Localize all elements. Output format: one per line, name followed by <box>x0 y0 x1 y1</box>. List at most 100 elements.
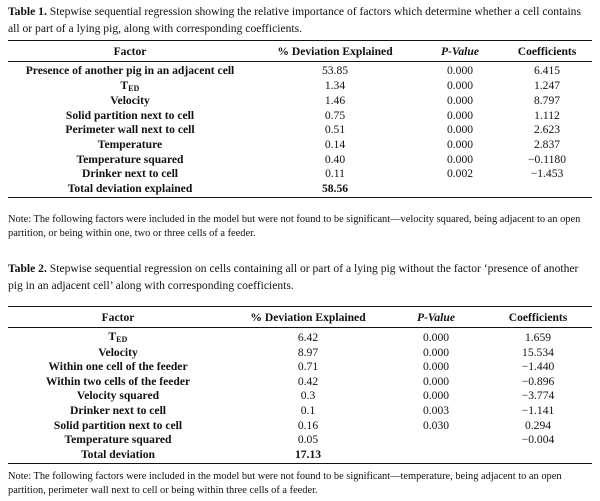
table2-note: Note: The following factors were include… <box>8 471 562 496</box>
table2-pvalue-cell: 0.003 <box>422 403 450 417</box>
table2-deviation-cell: 0.42 <box>297 374 319 388</box>
table1-deviation-cell: 1.46 <box>324 94 346 108</box>
table2-factor-text: T <box>108 330 117 343</box>
table2-row: Velocity 8.97 0.000 15.534 <box>8 346 592 361</box>
table2-row: TED 6.42 0.000 1.659 <box>8 328 592 346</box>
table1-caption-text: Stepwise sequential regression showing t… <box>8 5 581 35</box>
table1-total-empty <box>502 181 592 199</box>
table2-row: Solid partition next to cell 0.16 0.030 0.2… <box>8 419 592 434</box>
table2-pvalue-cell: 0.000 <box>422 345 450 359</box>
table2-header-coefficients: Coefficients <box>484 306 592 328</box>
table2-factor-cell: TED <box>8 328 228 346</box>
table2-caption: Table 2. Stepwise sequential regression … <box>8 260 592 294</box>
table1-factor-text: T <box>120 78 129 92</box>
table2-factor-cell: Within two cells of the feeder <box>8 375 228 390</box>
table1-deviation-cell: 0.75 <box>324 108 346 122</box>
table1-total-label: Total deviation explained <box>8 181 252 199</box>
table2-coefficient-cell: −3.774 <box>521 389 555 403</box>
table2-pvalue-cell: 0.000 <box>422 374 450 388</box>
table2-coefficient-cell: −1.440 <box>521 360 555 374</box>
table1-note: Note: The following factors were include… <box>8 214 581 239</box>
table2-pvalue-cell: 0.000 <box>422 360 450 374</box>
table2-pvalue-cell: 0.000 <box>422 389 450 403</box>
table2-factor-text: Velocity <box>98 345 138 359</box>
table1-factor-text: Drinker next to cell <box>81 167 179 181</box>
table1-coefficient-cell: −1.453 <box>530 167 564 181</box>
table1-pvalue-cell: 0.000 <box>446 94 474 108</box>
table2-coefficient-cell: −0.896 <box>521 374 555 388</box>
table1-deviation-cell: 0.51 <box>324 123 346 137</box>
table1-row: Temperature 0.14 0.000 2.837 <box>8 138 592 153</box>
table2-header-row: Factor % Deviation Explained P-Value Coe… <box>8 306 592 328</box>
table2-header-pvalue: P-Value <box>388 306 484 328</box>
table1-pvalue-cell: 0.002 <box>446 167 474 181</box>
table1-factor-cell: Drinker next to cell <box>8 167 252 182</box>
table1-header-factor: Factor <box>8 40 252 62</box>
table2-caption-label: Table 2. <box>8 262 47 275</box>
table1-header-row: Factor % Deviation Explained P-Value Coe… <box>8 40 592 62</box>
table2-deviation-cell: 8.97 <box>297 345 319 359</box>
table2-coefficient-cell: −0.004 <box>521 433 555 447</box>
table2-total-row: Total deviation 17.13 <box>8 447 592 465</box>
table1-deviation-cell: 0.11 <box>325 167 345 181</box>
table1-factor-text: Temperature <box>97 137 163 151</box>
table1-pvalue-cell: 0.000 <box>446 152 474 166</box>
table2-row: Velocity squared 0.3 0.000 −3.774 <box>8 389 592 404</box>
table1-deviation-cell: 1.34 <box>324 79 346 93</box>
table1-pvalue-cell: 0.000 <box>446 108 474 122</box>
table1-pvalue-cell: 0.000 <box>446 123 474 137</box>
table1-factor-cell: Presence of another pig in an adjacent c… <box>8 62 252 79</box>
table2-deviation-cell: 6.42 <box>297 330 319 344</box>
table1-caption: Table 1. Stepwise sequential regression … <box>8 3 592 37</box>
table2-factor-cell: Solid partition next to cell <box>8 419 228 434</box>
table1-caption-label: Table 1. <box>8 5 47 18</box>
table1-factor-cell: Temperature squared <box>8 153 252 168</box>
table2-factor-cell: Velocity <box>8 346 228 361</box>
table1-row: Perimeter wall next to cell 0.51 0.000 2.62… <box>8 123 592 138</box>
table1-factor-cell: Solid partition next to cell <box>8 109 252 124</box>
table2-coefficient-cell: −1.141 <box>521 403 555 417</box>
table2-body: TED 6.42 0.000 1.659 Velocity 8.97 0.000 15.534… <box>8 328 592 465</box>
table2-total-label: Total deviation <box>8 447 228 465</box>
table1-factor-text: Perimeter wall next to cell <box>65 123 195 137</box>
table1-coefficient-cell: 8.797 <box>533 94 561 108</box>
table1-coefficient-cell: −0.1180 <box>528 152 566 166</box>
table1-deviation-cell: 0.14 <box>324 137 346 151</box>
table2-deviation-cell: 0.71 <box>297 360 319 374</box>
table1-row: Presence of another pig in an adjacent c… <box>8 62 592 79</box>
table1-coefficient-cell: 1.247 <box>533 79 561 93</box>
table2-factor-text: Temperature squared <box>64 433 172 447</box>
table2-factor-text: Solid partition next to cell <box>53 418 183 432</box>
table1-row: Temperature squared 0.40 0.000 −0.1180 <box>8 153 592 168</box>
table2-factor-cell: Velocity squared <box>8 389 228 404</box>
table2-total-value: 17.13 <box>228 447 388 465</box>
table1-total-empty <box>418 181 502 199</box>
table1-row: Drinker next to cell 0.11 0.002 −1.453 <box>8 167 592 182</box>
table1-factor-cell: Velocity <box>8 94 252 109</box>
table2-deviation-cell: 0.05 <box>297 433 319 447</box>
table1-factor-text: Solid partition next to cell <box>65 108 195 122</box>
table2-factor-text: Within one cell of the feeder <box>48 360 188 374</box>
table1-coefficient-cell: 1.112 <box>534 108 560 122</box>
table1-body: Presence of another pig in an adjacent c… <box>8 62 592 199</box>
table2-coefficient-cell: 1.659 <box>524 330 552 344</box>
table1-pvalue-cell: 0.000 <box>446 137 474 151</box>
table2-factor-cell: Drinker next to cell <box>8 404 228 419</box>
table2-pvalue-cell: 0.030 <box>422 418 450 432</box>
table2-coefficient-cell: 15.534 <box>522 345 554 359</box>
table2-factor-text: Velocity squared <box>76 389 160 403</box>
table1-factor-cell: Temperature <box>8 138 252 153</box>
table2-header-deviation: % Deviation Explained <box>228 306 388 328</box>
table2-factor-cell: Temperature squared <box>8 433 228 448</box>
table2-factor-cell: Within one cell of the feeder <box>8 360 228 375</box>
table1-coefficient-cell: 6.415 <box>533 64 561 77</box>
table2-total-empty <box>484 447 592 465</box>
table1-header-deviation: % Deviation Explained <box>252 40 418 62</box>
table2-deviation-cell: 0.3 <box>300 389 316 403</box>
table1-factor-text: Presence of another pig in an adjacent c… <box>25 64 235 77</box>
table2-caption-text: Stepwise sequential regression on cells … <box>8 262 579 292</box>
table2-factor-text: Within two cells of the feeder <box>45 374 191 388</box>
table2-row: Temperature squared 0.05 −0.004 <box>8 433 592 448</box>
table1-pvalue-cell: 0.000 <box>446 64 474 77</box>
